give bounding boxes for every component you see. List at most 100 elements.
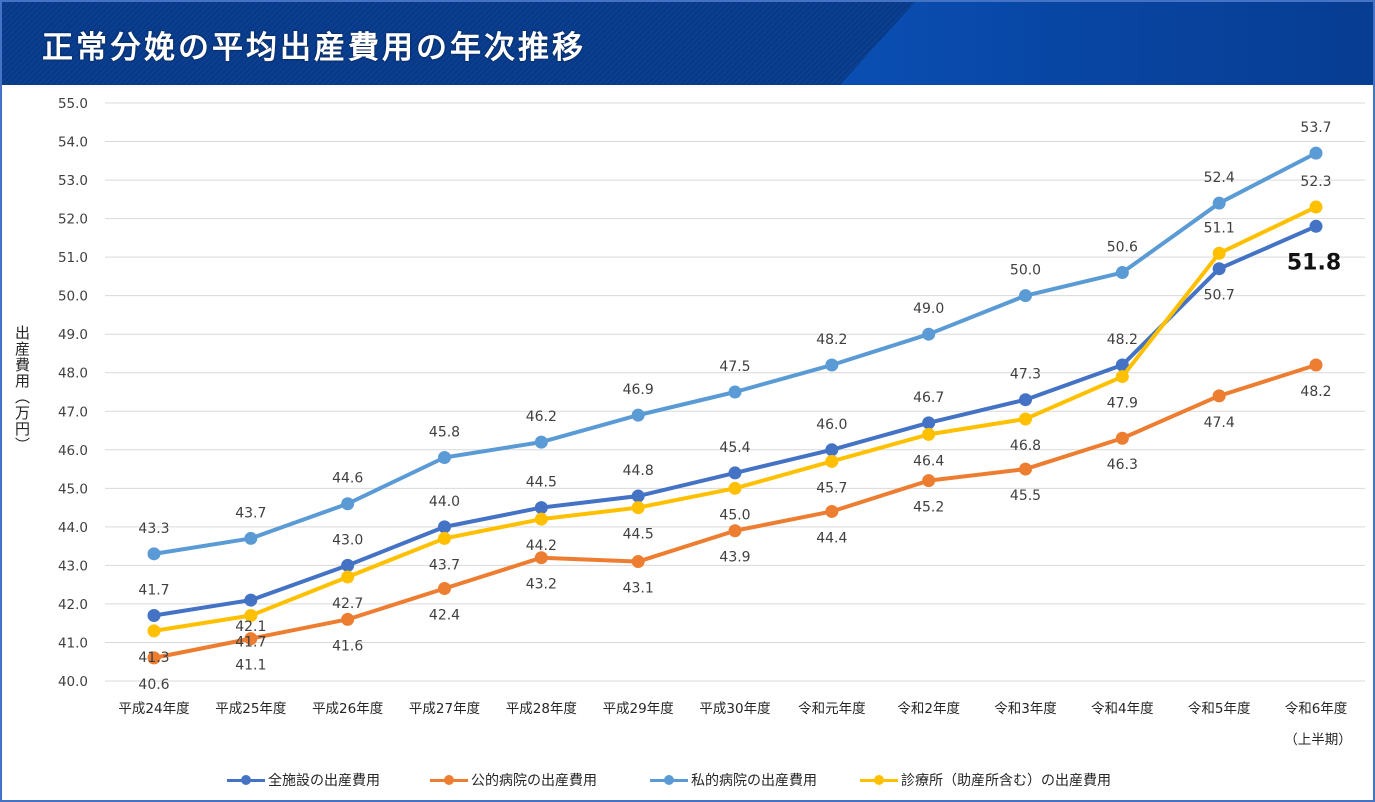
- data-label-all: 51.8: [1287, 250, 1341, 275]
- y-tick-label: 40.0: [58, 674, 88, 690]
- y-tick-label: 46.0: [58, 443, 88, 459]
- data-label-private: 45.8: [429, 425, 460, 441]
- data-point-all: [1019, 393, 1032, 407]
- data-label-clinic: 41.7: [235, 634, 266, 650]
- data-label-private: 49.0: [913, 301, 944, 317]
- legend-item-clinic[interactable]: 診療所（助産所含む）の出産費用: [860, 770, 1111, 790]
- legend-swatch-dot: [444, 775, 454, 785]
- data-label-private: 46.9: [623, 382, 654, 398]
- data-point-public: [728, 524, 742, 538]
- data-label-all: 44.5: [526, 475, 557, 491]
- data-label-clinic: 41.3: [138, 650, 169, 666]
- data-label-public: 43.1: [623, 581, 654, 597]
- data-label-clinic: 44.2: [526, 538, 557, 554]
- data-point-all: [1115, 358, 1129, 372]
- data-point-all: [922, 416, 936, 430]
- data-label-all: 41.7: [138, 582, 169, 598]
- data-label-clinic: 44.5: [623, 527, 654, 543]
- legend-item-public[interactable]: 公的病院の出産費用: [430, 770, 597, 790]
- data-point-all: [534, 501, 548, 515]
- data-point-public: [1019, 462, 1032, 476]
- data-label-private: 48.2: [816, 332, 847, 348]
- x-tick-label: 平成27年度: [409, 701, 480, 717]
- data-label-all: 45.4: [719, 440, 750, 456]
- data-point-public: [438, 582, 451, 596]
- data-point-clinic: [728, 481, 742, 495]
- data-point-public: [922, 474, 936, 488]
- data-label-public: 42.4: [429, 608, 460, 624]
- data-label-clinic: 45.7: [816, 480, 847, 496]
- legend-label: 診療所（助産所含む）の出産費用: [901, 773, 1111, 789]
- y-tick-label: 43.0: [58, 558, 88, 574]
- data-point-clinic: [341, 570, 355, 584]
- data-label-all: 48.2: [1107, 332, 1138, 348]
- data-label-public: 47.4: [1204, 415, 1235, 431]
- data-point-private: [1212, 196, 1226, 210]
- x-tick-label: 平成24年度: [118, 701, 189, 717]
- legend-swatch-dot: [241, 775, 251, 785]
- data-label-clinic: 52.3: [1300, 174, 1331, 190]
- x-tick-label: 平成30年度: [699, 701, 770, 717]
- data-point-clinic: [244, 608, 258, 622]
- data-point-public: [1115, 431, 1129, 445]
- y-tick-label: 48.0: [58, 366, 88, 382]
- data-label-private: 43.3: [138, 521, 169, 537]
- data-point-all: [631, 489, 645, 503]
- x-tick-label: 平成29年度: [603, 701, 674, 717]
- data-label-private: 44.6: [332, 471, 363, 487]
- y-tick-label: 54.0: [58, 135, 88, 151]
- data-label-private: 50.6: [1107, 240, 1138, 256]
- data-point-clinic: [438, 531, 451, 545]
- data-point-private: [728, 385, 742, 399]
- data-label-all: 50.7: [1204, 288, 1235, 304]
- x-tick-label: 令和元年度: [798, 701, 866, 717]
- data-point-public: [341, 612, 355, 626]
- chart-title: 正常分娩の平均出産費用の年次推移: [42, 30, 586, 66]
- legend-label: 全施設の出産費用: [268, 773, 380, 789]
- y-tick-label: 55.0: [58, 96, 88, 112]
- legend-item-all[interactable]: 全施設の出産費用: [227, 770, 380, 790]
- x-tick-label: 平成26年度: [312, 701, 383, 717]
- data-label-all: 46.7: [913, 390, 944, 406]
- data-point-public: [147, 651, 161, 665]
- data-label-all: 43.0: [332, 532, 363, 548]
- data-point-private: [922, 327, 936, 341]
- data-label-all: 47.3: [1010, 367, 1041, 383]
- data-point-private: [147, 547, 161, 561]
- data-point-clinic: [147, 624, 161, 638]
- legend-line-marker-icon: [650, 774, 688, 786]
- data-label-public: 46.3: [1107, 457, 1138, 473]
- data-point-public: [244, 632, 258, 646]
- y-tick-label: 45.0: [58, 481, 88, 497]
- y-tick-label: 42.0: [58, 597, 88, 613]
- data-label-private: 46.2: [526, 409, 557, 425]
- legend-item-private[interactable]: 私的病院の出産費用: [650, 770, 817, 790]
- y-tick-label: 41.0: [58, 635, 88, 651]
- data-label-public: 41.6: [332, 638, 363, 654]
- data-label-public: 40.6: [138, 677, 169, 693]
- data-point-clinic: [1212, 246, 1226, 260]
- legend-line-marker-icon: [227, 774, 265, 786]
- data-label-private: 50.0: [1010, 263, 1041, 279]
- data-point-private: [1309, 146, 1323, 160]
- x-tick-label: 令和2年度: [897, 701, 960, 717]
- y-tick-label: 49.0: [58, 327, 88, 343]
- y-tick-label: 51.0: [58, 250, 88, 266]
- data-point-private: [534, 435, 548, 449]
- data-label-public: 43.9: [719, 550, 750, 566]
- data-point-private: [1115, 266, 1129, 280]
- data-point-all: [438, 520, 451, 534]
- y-tick-label: 50.0: [58, 289, 88, 305]
- legend-label: 公的病院の出産費用: [471, 773, 597, 789]
- data-label-public: 43.2: [526, 577, 557, 593]
- y-axis-ticks: 40.0 41.0 42.0 43.0 44.0 45.0 46.0 47.0 48.0 49.0…: [58, 96, 88, 690]
- x-tick-label: 令和4年度: [1091, 701, 1154, 717]
- data-label-all: 46.0: [816, 417, 847, 433]
- data-label-clinic: 47.9: [1107, 396, 1138, 412]
- data-point-all: [1309, 219, 1323, 233]
- data-label-public: 41.1: [235, 658, 266, 674]
- data-label-public: 48.2: [1300, 384, 1331, 400]
- data-point-public: [534, 551, 548, 565]
